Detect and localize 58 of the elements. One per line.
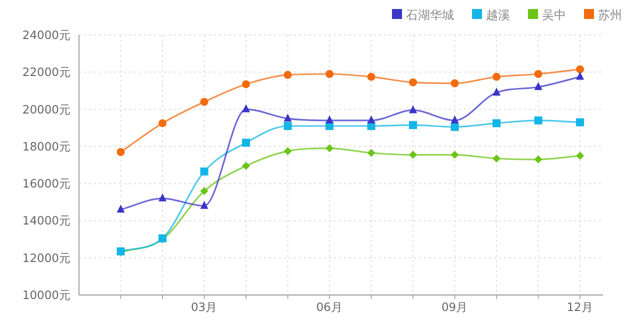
point	[326, 115, 334, 124]
point	[534, 155, 542, 164]
point	[576, 152, 584, 160]
point	[116, 148, 125, 156]
point	[200, 168, 208, 176]
point	[576, 72, 584, 80]
y-tick-label: 24000元	[22, 28, 71, 42]
legend-label: 苏州	[598, 8, 622, 22]
point	[450, 150, 459, 159]
point	[367, 72, 376, 81]
point	[576, 118, 584, 126]
point	[492, 88, 501, 96]
point	[576, 65, 584, 74]
point	[284, 114, 292, 122]
point	[284, 70, 292, 79]
y-tick-label: 20000元	[22, 102, 71, 116]
y-tick-label: 12000元	[22, 250, 71, 265]
point	[284, 147, 292, 156]
point	[492, 119, 501, 128]
point	[242, 104, 250, 112]
point	[534, 82, 542, 90]
point	[492, 72, 501, 81]
point	[326, 70, 334, 78]
legend-label: 越溪	[486, 8, 510, 22]
point	[450, 79, 459, 88]
y-tick-label: 14000元	[22, 214, 71, 228]
point	[367, 148, 376, 157]
point	[242, 162, 250, 170]
point	[158, 193, 167, 202]
legend-label: 吴中	[542, 8, 566, 22]
point	[158, 119, 167, 128]
point	[367, 115, 376, 124]
point	[450, 122, 459, 131]
point	[284, 122, 292, 130]
point	[116, 204, 125, 213]
point	[409, 150, 418, 159]
point	[409, 105, 418, 114]
point	[200, 200, 208, 209]
point	[534, 70, 542, 78]
y-tick-label: 16000元	[22, 176, 71, 191]
x-tick-label: 06月	[316, 300, 343, 314]
point	[242, 80, 250, 88]
point	[409, 78, 418, 86]
y-tick-label: 22000元	[22, 65, 71, 80]
y-tick-label: 10000元	[22, 288, 71, 302]
point	[326, 144, 334, 152]
point	[200, 98, 208, 106]
point	[492, 154, 501, 162]
x-tick-label: 12月	[566, 300, 594, 314]
point	[534, 116, 542, 124]
x-tick-label: 03月	[190, 300, 218, 314]
point	[409, 121, 418, 130]
x-tick-label: 09月	[441, 300, 468, 314]
point	[450, 115, 459, 124]
y-tick-label: 18000元	[22, 139, 71, 154]
point	[242, 138, 250, 147]
point	[200, 187, 208, 195]
legend-label: 石湖华城	[406, 8, 454, 22]
